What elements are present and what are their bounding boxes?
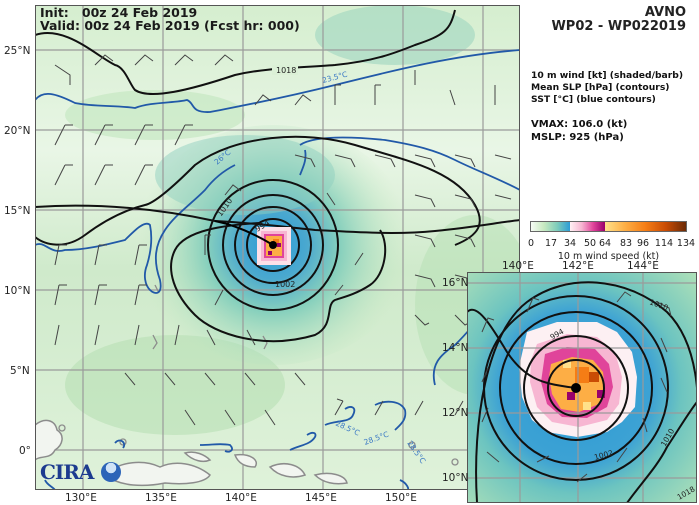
slp-label-1018: 1018 (276, 66, 296, 75)
colorbar-segment-hurricane (605, 222, 686, 231)
legend-wind: 10 m wind [kt] (shaded/barb) (531, 70, 684, 81)
colorbar-tick: 0 (527, 238, 535, 249)
init-label: Init: (40, 5, 69, 20)
lon-tick-135e: 135°E (145, 492, 177, 504)
colorbar-segment-storm (570, 222, 606, 231)
slp-label-1002: 1002 (275, 280, 295, 289)
legend-slp: Mean SLP [hPa] (contours) (531, 82, 670, 93)
noaa-globe-icon (101, 462, 122, 482)
inset-map[interactable]: 1010 994 1002 1010 1018 (467, 272, 697, 503)
colorbar-tick: 83 (619, 238, 633, 249)
main-map-canvas: 1018 1010 1002 994 23.5°C 26°C 28.5°C 28… (35, 5, 520, 490)
colorbar-tick: 96 (636, 238, 650, 249)
legend-sst: SST [°C] (blue contours) (531, 94, 656, 105)
storm-id: WP02 - WP022019 (551, 19, 686, 34)
inset-lon-tick-142e: 142°E (562, 260, 594, 272)
inset-lon-tick-140e: 140°E (502, 260, 534, 272)
init-time: Init: 00z 24 Feb 2019 (40, 6, 197, 20)
wind-colorbar (530, 221, 687, 232)
lon-tick-150e: 150°E (385, 492, 417, 504)
lat-tick-25n: 25°N (4, 45, 31, 57)
inset-lat-tick-16n: 16°N (442, 277, 469, 289)
valid-time: Valid: 00z 24 Feb 2019 (Fcst hr: 000) (40, 19, 300, 33)
cira-logo-text: CIRA (40, 460, 94, 484)
main-map[interactable]: 1018 1010 1002 994 23.5°C 26°C 28.5°C 28… (35, 5, 520, 490)
model-name: AVNO (644, 5, 686, 20)
colorbar-tick: 34 (563, 238, 577, 249)
inset-lat-tick-12n: 12°N (442, 407, 469, 419)
lat-tick-5n: 5°N (10, 365, 30, 377)
inset-lon-tick-144e: 144°E (627, 260, 659, 272)
mslp-value: MSLP: 925 (hPa) (531, 132, 624, 143)
valid-value: 00z 24 Feb 2019 (Fcst hr: 000) (84, 18, 300, 33)
lon-tick-145e: 145°E (305, 492, 337, 504)
colorbar-tick: 50 (583, 238, 597, 249)
inset-lat-tick-10n: 10°N (442, 472, 469, 484)
valid-label: Valid: (40, 18, 80, 33)
init-value: 00z 24 Feb 2019 (81, 5, 198, 20)
colorbar-tick: 114 (654, 238, 674, 249)
colorbar-tick: 64 (598, 238, 612, 249)
colorbar-tick: 17 (544, 238, 558, 249)
lat-tick-0: 0° (19, 445, 31, 457)
lon-tick-130e: 130°E (65, 492, 97, 504)
colorbar-label: 10 m wind speed (kt) (557, 251, 660, 262)
inset-map-canvas: 1010 994 1002 1010 1018 (467, 272, 697, 503)
lat-tick-20n: 20°N (4, 125, 31, 137)
inset-lat-tick-14n: 14°N (442, 342, 469, 354)
cira-logo: CIRA (40, 460, 122, 484)
colorbar-tick: 134 (676, 238, 696, 249)
vmax-value: VMAX: 106.0 (kt) (531, 119, 628, 130)
colorbar-segment-tropical (531, 222, 571, 231)
lat-tick-15n: 15°N (4, 205, 31, 217)
lat-tick-10n: 10°N (4, 285, 31, 297)
lon-tick-140e: 140°E (225, 492, 257, 504)
